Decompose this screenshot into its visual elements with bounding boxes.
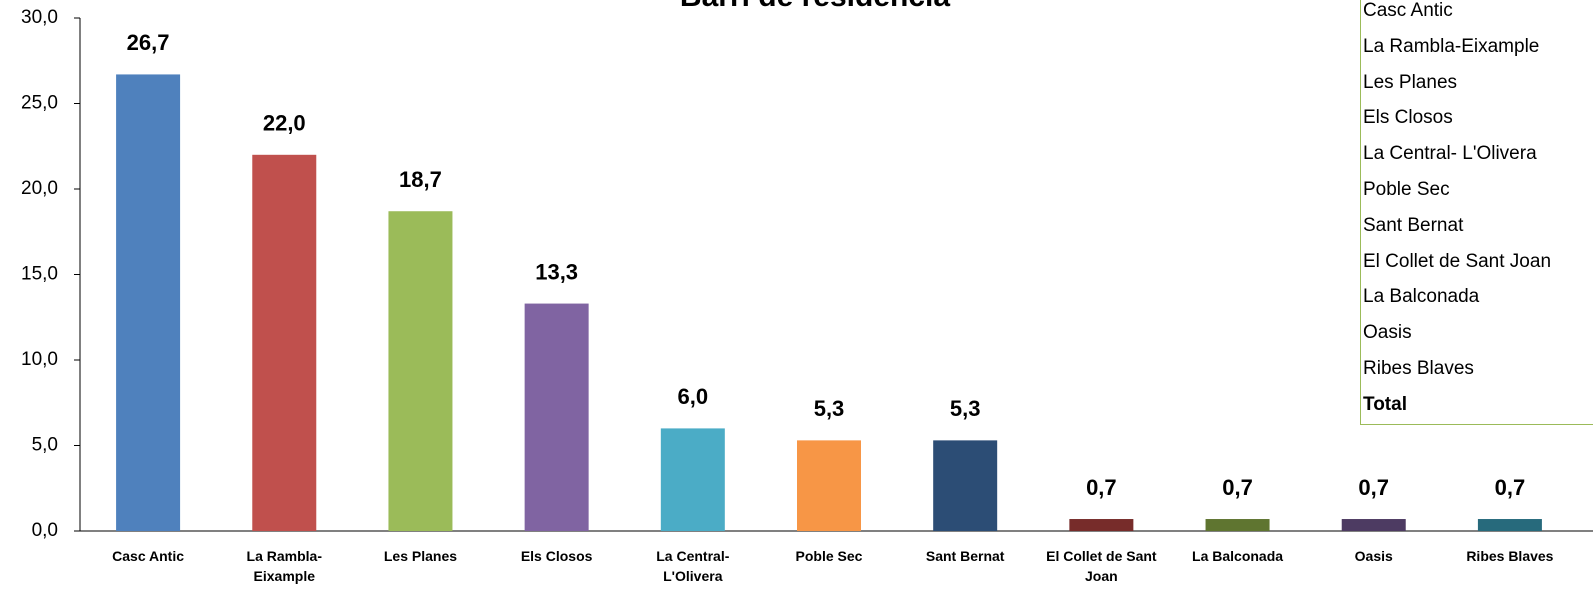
y-tick-label: 20,0 <box>21 178 58 199</box>
data-label: 0,7 <box>1086 475 1117 500</box>
data-label: 6,0 <box>678 384 709 409</box>
list-item: El Collet de Sant Joan <box>1363 250 1552 272</box>
x-tick-label: El Collet de Sant Joan <box>1046 548 1157 584</box>
bar <box>1477 519 1542 531</box>
y-tick-label: 5,0 <box>32 435 58 456</box>
list-item: Poble Sec <box>1363 179 1450 200</box>
data-label: 0,7 <box>1358 475 1389 500</box>
list-item: Els Closos <box>1363 107 1453 129</box>
bar <box>660 428 725 531</box>
x-tick-label: Els Closos <box>520 548 593 564</box>
side-list: Casc Antic La Rambla-Eixample Les Planes El… <box>1360 0 1593 425</box>
data-label: 5,3 <box>950 396 981 421</box>
x-tick-label: Poble Sec <box>795 548 863 564</box>
data-label: 0,7 <box>1222 475 1253 500</box>
y-tick-label: 0,0 <box>32 520 58 541</box>
list-item: La Balconada <box>1363 286 1480 308</box>
bar <box>1341 519 1406 531</box>
x-tick-label: Oasis <box>1354 548 1393 564</box>
list-item: Ribes Blaves <box>1363 358 1474 379</box>
x-tick-label: La Central- L'Olivera <box>656 548 730 584</box>
bar <box>116 74 181 532</box>
list-total: Total <box>1363 393 1407 415</box>
bar <box>933 440 998 531</box>
chart-title: Barri de residència <box>680 0 950 13</box>
list-item: La Rambla-Eixample <box>1363 35 1540 57</box>
list-item: Oasis <box>1363 322 1412 344</box>
bar <box>1069 519 1134 531</box>
x-tick-label: La Rambla-Eixample <box>246 548 322 584</box>
list-item: Les Planes <box>1363 71 1458 93</box>
bar <box>1205 519 1270 531</box>
data-label: 5,3 <box>814 396 845 421</box>
y-tick-label: 30,0 <box>21 7 58 28</box>
list-item: La Central- L'Olivera <box>1363 143 1537 165</box>
x-tick-label: Les Planes <box>383 548 458 564</box>
x-tick-label: La Balconada <box>1192 548 1284 564</box>
data-label: 0,7 <box>1495 475 1526 500</box>
bar <box>524 303 589 531</box>
y-tick-label: 25,0 <box>21 93 58 114</box>
list-item: Sant Bernat <box>1363 214 1464 236</box>
bar <box>388 211 453 532</box>
x-tick-label: Casc Antic <box>112 548 184 564</box>
bar <box>797 440 861 531</box>
list-item: Casc Antic <box>1363 0 1453 21</box>
x-tick-label: Ribes Blaves <box>1466 548 1554 564</box>
y-tick-label: 10,0 <box>21 349 58 370</box>
data-label: 26,7 <box>127 30 170 55</box>
data-label: 18,7 <box>399 167 442 192</box>
y-tick-label: 15,0 <box>21 264 58 285</box>
data-label: 13,3 <box>535 259 578 284</box>
bar <box>252 154 317 532</box>
x-tick-label: Sant Bernat <box>925 548 1005 564</box>
data-label: 22,0 <box>263 111 306 136</box>
